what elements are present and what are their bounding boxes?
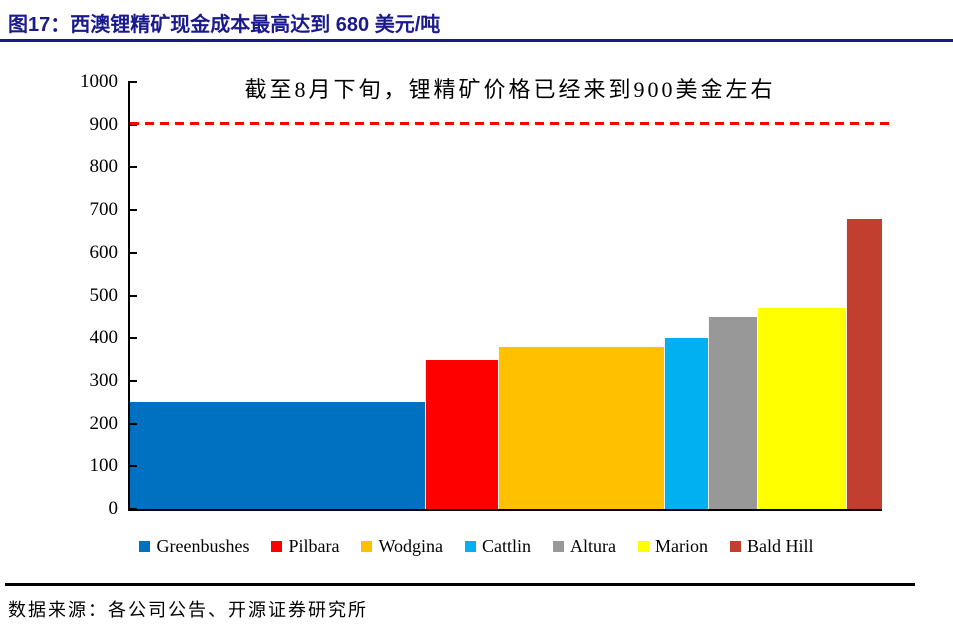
y-tick-label-200: 200: [89, 412, 119, 434]
legend-swatch-greenbushes: [139, 541, 151, 552]
y-tick-label-300: 300: [89, 369, 119, 391]
y-tick-label-800: 800: [89, 156, 119, 178]
bar-altura: [708, 316, 758, 509]
legend-label-pilbara: Pilbara: [288, 536, 340, 556]
y-tick-1000: [128, 81, 137, 83]
legend-label-wodgina: Wodgina: [378, 536, 444, 556]
y-tick-label-400: 400: [89, 327, 119, 349]
y-tick-900: [128, 123, 137, 126]
y-tick-label-1000: 1000: [80, 71, 118, 92]
chart-annotation: 截至8月下旬，锂精矿价格已经来到900美金左右: [244, 77, 776, 102]
y-tick-300: [128, 379, 137, 382]
legend-item-bald-hill: Bald Hill: [730, 536, 814, 557]
legend-swatch-wodgina: [361, 541, 373, 552]
y-tick-label-500: 500: [89, 284, 119, 306]
figure-title: 图17：西澳锂精矿现金成本最高达到 680 美元/吨: [8, 14, 441, 36]
legend-swatch-altura: [553, 541, 565, 552]
legend-item-altura: Altura: [553, 536, 616, 557]
plot-area: 截至8月下旬，锂精矿价格已经来到900美金左右 0 100 200 300 400 500…: [80, 71, 890, 519]
legend-label-bald-hill: Bald Hill: [747, 536, 814, 556]
y-tick-100: [128, 465, 137, 468]
legend-swatch-marion: [638, 541, 649, 552]
legend-swatch-pilbara: [271, 541, 283, 552]
bar-cattlin: [664, 338, 709, 509]
source-note: 数据来源：各公司公告、开源证券研究所: [8, 600, 368, 620]
y-tick-400: [128, 337, 137, 340]
y-tick-200: [128, 422, 137, 425]
y-tick-label-100: 100: [89, 455, 119, 477]
legend-label-greenbushes: Greenbushes: [156, 536, 250, 556]
y-tick-label-900: 900: [89, 113, 119, 135]
y-tick-800: [128, 166, 137, 169]
bar-wodgina: [497, 346, 665, 509]
legend-label-marion: Marion: [655, 536, 708, 556]
y-tick-700: [128, 209, 137, 212]
y-tick-label-0: 0: [108, 498, 119, 519]
legend-label-altura: Altura: [570, 536, 616, 556]
legend-item-pilbara: Pilbara: [271, 536, 339, 557]
legend-item-marion: Marion: [638, 536, 708, 557]
bar-bald-hill: [846, 218, 882, 509]
legend-label-cattlin: Cattlin: [482, 536, 532, 556]
bar-marion: [757, 308, 847, 509]
legend-item-cattlin: Cattlin: [465, 536, 531, 557]
reference-line-900: [130, 121, 890, 125]
bars-container: [130, 82, 882, 509]
bar-pilbara: [424, 359, 498, 509]
legend-item-wodgina: Wodgina: [361, 536, 443, 557]
y-tick-label-700: 700: [89, 199, 119, 221]
legend-swatch-bald-hill: [730, 541, 741, 552]
y-tick-500: [128, 294, 137, 297]
legend-item-greenbushes: Greenbushes: [139, 536, 249, 557]
title-underline-rule: [0, 39, 953, 42]
chart-legend: Greenbushes Pilbara Wodgina Cattlin Altura Ma…: [0, 536, 953, 557]
y-tick-600: [128, 251, 137, 254]
bar-greenbushes: [130, 402, 425, 509]
y-tick-label-600: 600: [89, 241, 119, 263]
legend-swatch-cattlin: [465, 541, 477, 552]
footer-rule: [5, 583, 915, 586]
y-tick-0: [128, 508, 137, 510]
